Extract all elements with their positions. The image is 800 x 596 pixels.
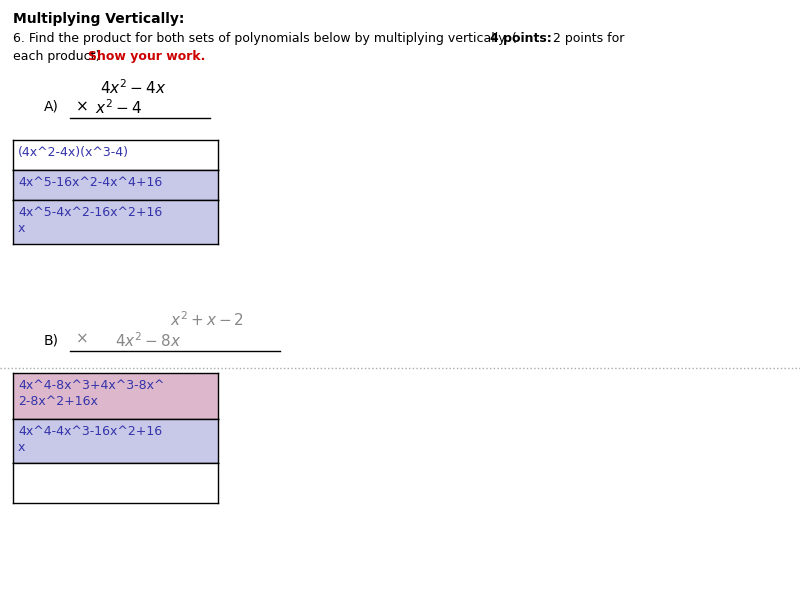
Text: $\times$: $\times$ — [75, 98, 88, 113]
Text: Multiplying Vertically:: Multiplying Vertically: — [13, 12, 184, 26]
Text: $4x^2 - 4x$: $4x^2 - 4x$ — [100, 78, 166, 97]
Text: x: x — [18, 222, 26, 235]
Text: 2-8x^2+16x: 2-8x^2+16x — [18, 395, 98, 408]
Text: 6. Find the product for both sets of polynomials below by multiplying vertically: 6. Find the product for both sets of pol… — [13, 32, 517, 45]
Text: $4x^2 - 8x$: $4x^2 - 8x$ — [115, 331, 182, 350]
Text: 2 points for: 2 points for — [549, 32, 624, 45]
Text: $\times$: $\times$ — [75, 331, 88, 346]
Text: 4x^4-8x^3+4x^3-8x^: 4x^4-8x^3+4x^3-8x^ — [18, 379, 165, 392]
Text: Show your work.: Show your work. — [88, 50, 206, 63]
Text: $x^2 - 4$: $x^2 - 4$ — [95, 98, 142, 117]
Text: B): B) — [44, 333, 59, 347]
Text: 4x^5-16x^2-4x^4+16: 4x^5-16x^2-4x^4+16 — [18, 176, 162, 189]
Text: $x^2 + x - 2$: $x^2 + x - 2$ — [170, 310, 244, 329]
Text: 4x^4-4x^3-16x^2+16: 4x^4-4x^3-16x^2+16 — [18, 425, 162, 438]
Text: each product): each product) — [13, 50, 104, 63]
Text: A): A) — [44, 100, 59, 114]
Text: 4 points:: 4 points: — [490, 32, 552, 45]
Text: 4x^5-4x^2-16x^2+16: 4x^5-4x^2-16x^2+16 — [18, 206, 162, 219]
Text: x: x — [18, 441, 26, 454]
Text: (4x^2-4x)(x^3-4): (4x^2-4x)(x^3-4) — [18, 146, 129, 159]
